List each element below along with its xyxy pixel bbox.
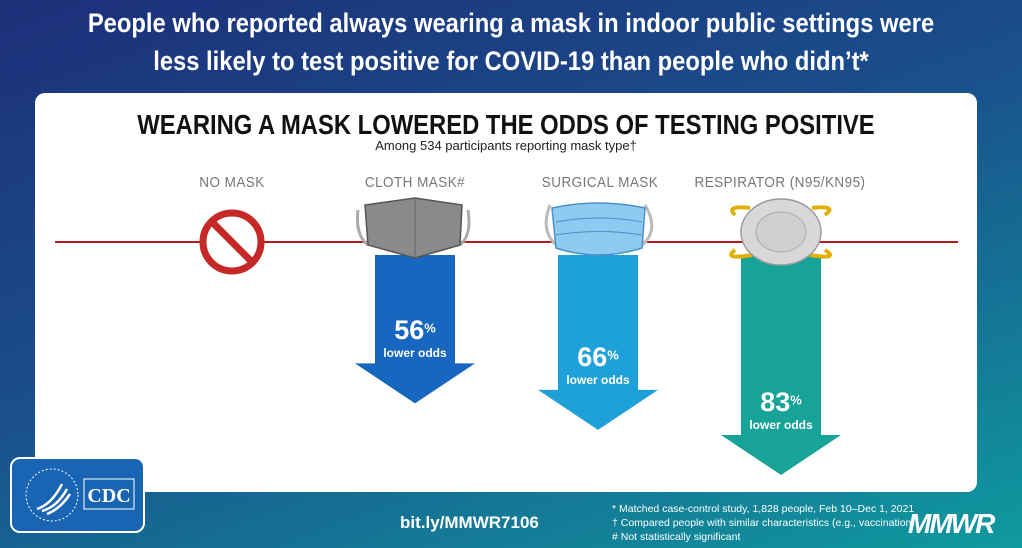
mmwr-logo: MMWR xyxy=(908,508,995,539)
arrow-bar xyxy=(355,255,475,404)
value-label: 56% lower odds xyxy=(383,315,447,361)
arrow-bar xyxy=(538,255,658,430)
category-label: CLOTH MASK# xyxy=(364,174,466,191)
cloth-mask-icon xyxy=(356,197,471,259)
value-label: 66% lower odds xyxy=(566,341,630,387)
headline: People who reported always wearing a mas… xyxy=(87,8,935,76)
category-label: NO MASK xyxy=(199,174,265,191)
category-label: RESPIRATOR (N95/KN95) xyxy=(694,174,866,191)
category-label: SURGICAL MASK xyxy=(541,174,659,191)
svg-text:CDC: CDC xyxy=(87,485,130,507)
arrow-bar xyxy=(721,255,841,475)
no-mask-icon xyxy=(199,209,265,275)
mmwr-link[interactable]: bit.ly/MMWR7106 xyxy=(400,513,539,532)
cdc-hhs-logo: CDC xyxy=(10,457,145,533)
footnotes: * Matched case-control study, 1,828 peop… xyxy=(612,503,915,543)
surgical-mask-icon xyxy=(544,202,654,256)
hhs-eagle-icon: CDC xyxy=(25,468,135,522)
chart-title: WEARING A MASK LOWERED THE ODDS OF TESTI… xyxy=(137,109,875,140)
value-label: 83% lower odds xyxy=(749,386,813,432)
chart-subtitle: Among 534 participants reporting mask ty… xyxy=(375,138,637,153)
respirator-icon xyxy=(729,198,832,266)
